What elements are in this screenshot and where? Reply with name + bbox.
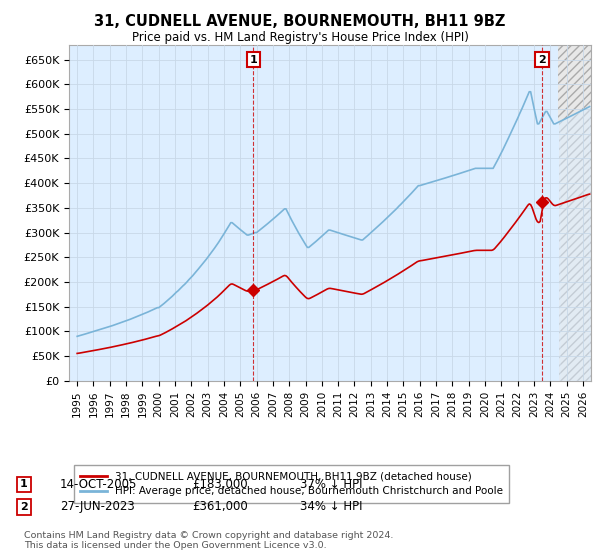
Text: 34% ↓ HPI: 34% ↓ HPI — [300, 500, 362, 514]
Text: 1: 1 — [20, 479, 28, 489]
Text: Contains HM Land Registry data © Crown copyright and database right 2024.
This d: Contains HM Land Registry data © Crown c… — [24, 530, 394, 550]
Bar — [559, 45, 591, 381]
Text: 27-JUN-2023: 27-JUN-2023 — [60, 500, 135, 514]
Text: 37% ↓ HPI: 37% ↓ HPI — [300, 478, 362, 491]
Text: £361,000: £361,000 — [192, 500, 248, 514]
Text: £183,000: £183,000 — [192, 478, 248, 491]
Bar — [69, 45, 559, 381]
Legend: 31, CUDNELL AVENUE, BOURNEMOUTH, BH11 9BZ (detached house), HPI: Average price, : 31, CUDNELL AVENUE, BOURNEMOUTH, BH11 9B… — [74, 465, 509, 503]
Text: 14-OCT-2005: 14-OCT-2005 — [60, 478, 137, 491]
Text: 2: 2 — [538, 55, 546, 64]
Text: 31, CUDNELL AVENUE, BOURNEMOUTH, BH11 9BZ: 31, CUDNELL AVENUE, BOURNEMOUTH, BH11 9B… — [94, 14, 506, 29]
Text: Price paid vs. HM Land Registry's House Price Index (HPI): Price paid vs. HM Land Registry's House … — [131, 31, 469, 44]
Text: 1: 1 — [249, 55, 257, 64]
Text: 2: 2 — [20, 502, 28, 512]
